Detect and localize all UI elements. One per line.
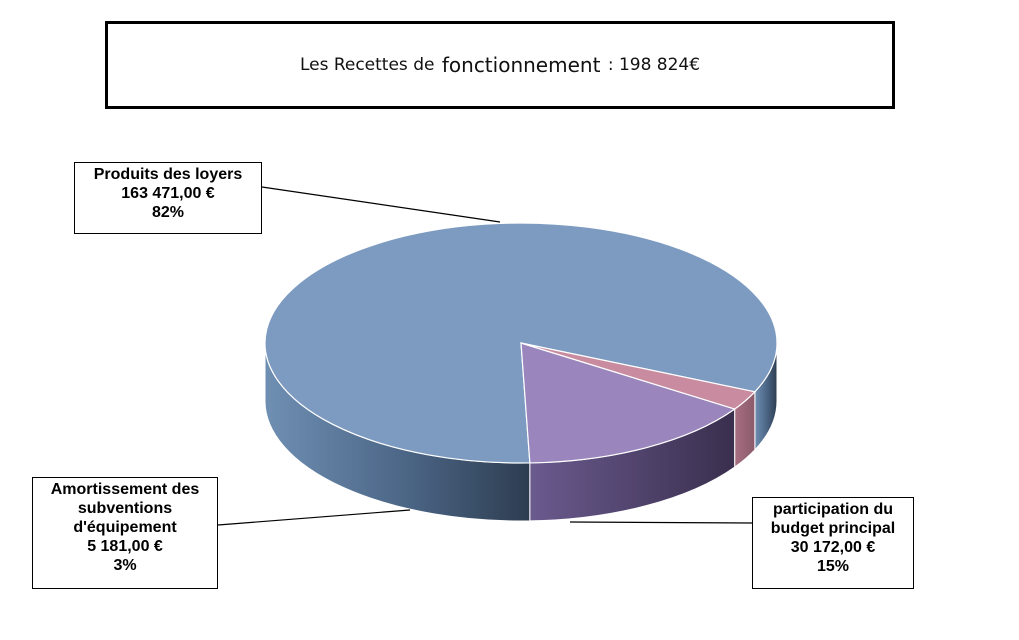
slice-label-produits-des-loyers: Produits des loyers 163 471,00 € 82% (74, 162, 262, 234)
title-part-3: : 198 824€ (607, 55, 701, 75)
slice-label-amortissement: Amortissement des subventions d'équipeme… (32, 477, 218, 589)
slice-amortissement-leader-line (217, 509, 411, 526)
slice-amortissement (520, 342, 757, 410)
slice-label-name: participation du (773, 501, 893, 518)
slice-label-value: 5 181,00 € (87, 538, 163, 555)
slice-label-participation-budget: participation du budget principal 30 172… (752, 497, 914, 589)
slice-label-value: 163 471,00 € (121, 185, 215, 202)
slice-participation-budget-leader-line (569, 521, 753, 524)
slice-label-percent: 82% (151, 204, 185, 221)
slice-label-percent: 3% (113, 557, 137, 574)
chart-title-box: Les Recettes de fonctionnement : 198 824… (105, 21, 895, 109)
slice-label-name: subventions (77, 500, 173, 517)
slice-label-name: Amortissement des (50, 481, 200, 498)
slice-label-value: 30 172,00 € (790, 539, 876, 556)
title-part-2: fonctionnement (441, 53, 601, 77)
slice-label-name: Produits des loyers (93, 166, 243, 183)
slice-label-name: budget principal (770, 520, 896, 537)
slice-participation-budget (520, 342, 737, 464)
slice-label-percent: 15% (816, 558, 850, 575)
title-part-1: Les Recettes de (299, 55, 435, 75)
slice-produits-des-loyers-leader-line (261, 186, 501, 223)
slice-label-name: d'équipement (73, 519, 177, 536)
